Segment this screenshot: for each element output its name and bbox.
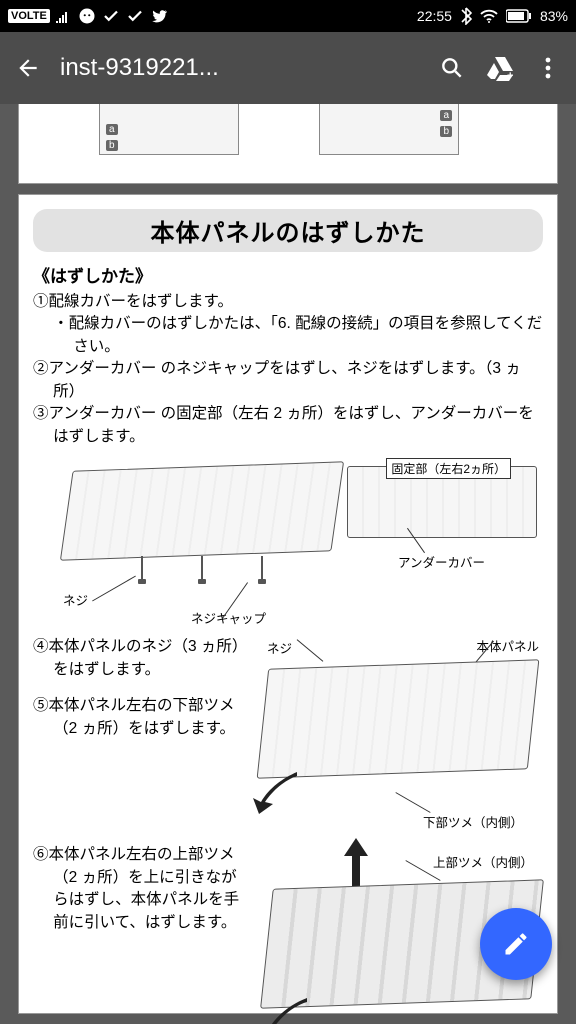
notification-speech-icon (78, 7, 96, 25)
android-status-bar: VOLTE 22:55 83% (0, 0, 576, 32)
section-title: 本体パネルのはずしかた (33, 209, 543, 252)
volte-badge: VOLTE (8, 9, 50, 23)
bluetooth-icon (460, 7, 472, 25)
edit-fab[interactable] (480, 908, 552, 980)
label-undercover: アンダーカバー (398, 552, 485, 571)
diagram-1: ネジ ネジキャップ 固定部（左右2ヵ所） アンダーカバー (33, 460, 543, 630)
arrow-icon-2 (253, 994, 317, 1024)
status-left: VOLTE (8, 7, 168, 25)
screw-icon (261, 556, 263, 580)
step-4: ④本体パネルのネジ（3 ヵ所）をはずします。 (33, 636, 243, 681)
svg-text:+: + (507, 70, 513, 81)
document-title: inst-9319221... (60, 54, 420, 82)
mini-diagram-1: a b (99, 104, 239, 155)
battery-percent: 83% (540, 8, 568, 24)
screw-icon (141, 556, 143, 580)
back-button[interactable] (12, 52, 44, 84)
wifi-icon (480, 9, 498, 23)
label-neji: ネジ (63, 590, 88, 609)
twitter-icon (150, 7, 168, 25)
steps-block-1: ①配線カバーをはずします。 ・配線カバーのはずしかたは、「6. 配線の接続」の項… (33, 291, 543, 448)
step-2: ②アンダーカバー のネジキャップをはずし、ネジをはずします。（3 ヵ所） (33, 358, 543, 403)
diagram-3-row: ⑥本体パネル左右の上部ツメ（2 ヵ所）を上に引きながらはずし、本体パネルを手前に… (33, 844, 543, 1024)
search-button[interactable] (436, 52, 468, 84)
signal-icon (56, 9, 72, 23)
checkmark-icon (102, 7, 120, 25)
mini-label-a2: a (440, 110, 452, 121)
pdf-page-main: 本体パネルのはずしかた 《はずしかた》 ①配線カバーをはずします。 ・配線カバー… (18, 194, 558, 1014)
drive-button[interactable]: + (484, 52, 516, 84)
mini-label-b: b (106, 140, 118, 151)
checkmark-icon-2 (126, 7, 144, 25)
diagram-2-row: ④本体パネルのネジ（3 ヵ所）をはずします。 ⑤本体パネル左右の下部ツメ（2 ヵ… (33, 636, 543, 836)
status-right: 22:55 83% (417, 7, 568, 25)
step-6: ⑥本体パネル左右の上部ツメ（2 ヵ所）を上に引きながらはずし、本体パネルを手前に… (33, 844, 243, 934)
diagram-2: ネジ 本体パネル 下部ツメ（内側） (253, 636, 543, 836)
ac-unit-illustration (60, 462, 344, 561)
app-toolbar: inst-9319221... + (0, 32, 576, 104)
step-1-note: ・配線カバーのはずしかたは、「6. 配線の接続」の項目を参照してください。 (33, 313, 543, 358)
subheading: 《はずしかた》 (33, 262, 543, 287)
step-5: ⑤本体パネル左右の下部ツメ（2 ヵ所）をはずします。 (33, 695, 243, 740)
pdf-page-prev: a b a b (18, 104, 558, 184)
screw-icon (201, 556, 203, 580)
mini-label-a: a (106, 124, 118, 135)
pencil-icon (502, 930, 530, 958)
steps-block-3: ⑥本体パネル左右の上部ツメ（2 ヵ所）を上に引きながらはずし、本体パネルを手前に… (33, 844, 243, 1024)
ac-unit-illustration-2 (257, 660, 540, 779)
step-3: ③アンダーカバー の固定部（左右 2 ヵ所）をはずし、アンダーカバーをはずします… (33, 403, 543, 448)
mini-diagram-2: a b (319, 104, 459, 155)
steps-block-2: ④本体パネルのネジ（3 ヵ所）をはずします。 ⑤本体パネル左右の下部ツメ（2 ヵ… (33, 636, 243, 836)
label-jobu-tsume: 上部ツメ（内側） (433, 852, 533, 871)
label-neji-cap: ネジキャップ (191, 608, 266, 627)
label-kabu-tsume: 下部ツメ（内側） (423, 812, 523, 831)
arrow-icon (247, 768, 307, 814)
battery-icon (506, 9, 532, 23)
label-koteibu: 固定部（左右2ヵ所） (386, 458, 511, 479)
mini-label-b2: b (440, 126, 452, 137)
status-time: 22:55 (417, 8, 452, 24)
label-neji-2: ネジ (267, 638, 292, 657)
label-hontai-panel: 本体パネル (476, 636, 539, 655)
overflow-menu-button[interactable] (532, 52, 564, 84)
step-1: ①配線カバーをはずします。 (33, 291, 543, 313)
pdf-viewport[interactable]: a b a b 本体パネルのはずしかた 《はずしかた》 ①配線カバーをはずします… (0, 104, 576, 1024)
